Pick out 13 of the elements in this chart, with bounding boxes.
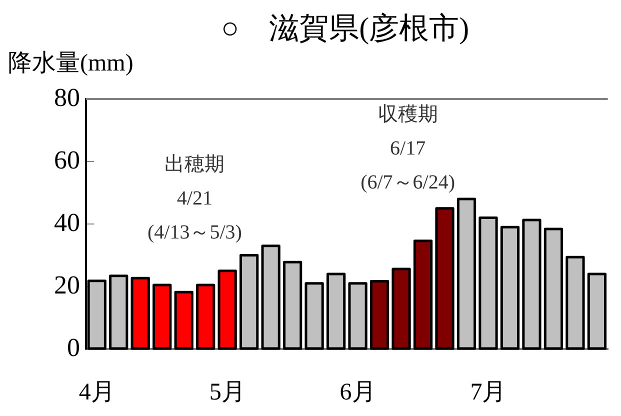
x-tick-label: 6月 [340, 380, 376, 406]
y-tick-label: 60 [54, 145, 80, 174]
chart-title: ○ 滋賀県(彦根市) [220, 12, 470, 45]
x-tick-label: 5月 [209, 380, 246, 406]
y-tick-label: 40 [54, 208, 80, 237]
y-axis-title: 降水量(mm) [8, 50, 134, 76]
y-tick-label: 80 [54, 82, 80, 112]
y-tick-label: 20 [54, 270, 80, 300]
x-tick-label: 4月 [78, 380, 115, 406]
annotation: 収穫期 6/17 (6/7～6/24) [360, 103, 456, 194]
x-tick-label: 7月 [470, 380, 506, 406]
annotation: 出穂期 4/21 (4/13～5/3) [147, 153, 242, 244]
y-tick-label: 0 [67, 332, 80, 362]
